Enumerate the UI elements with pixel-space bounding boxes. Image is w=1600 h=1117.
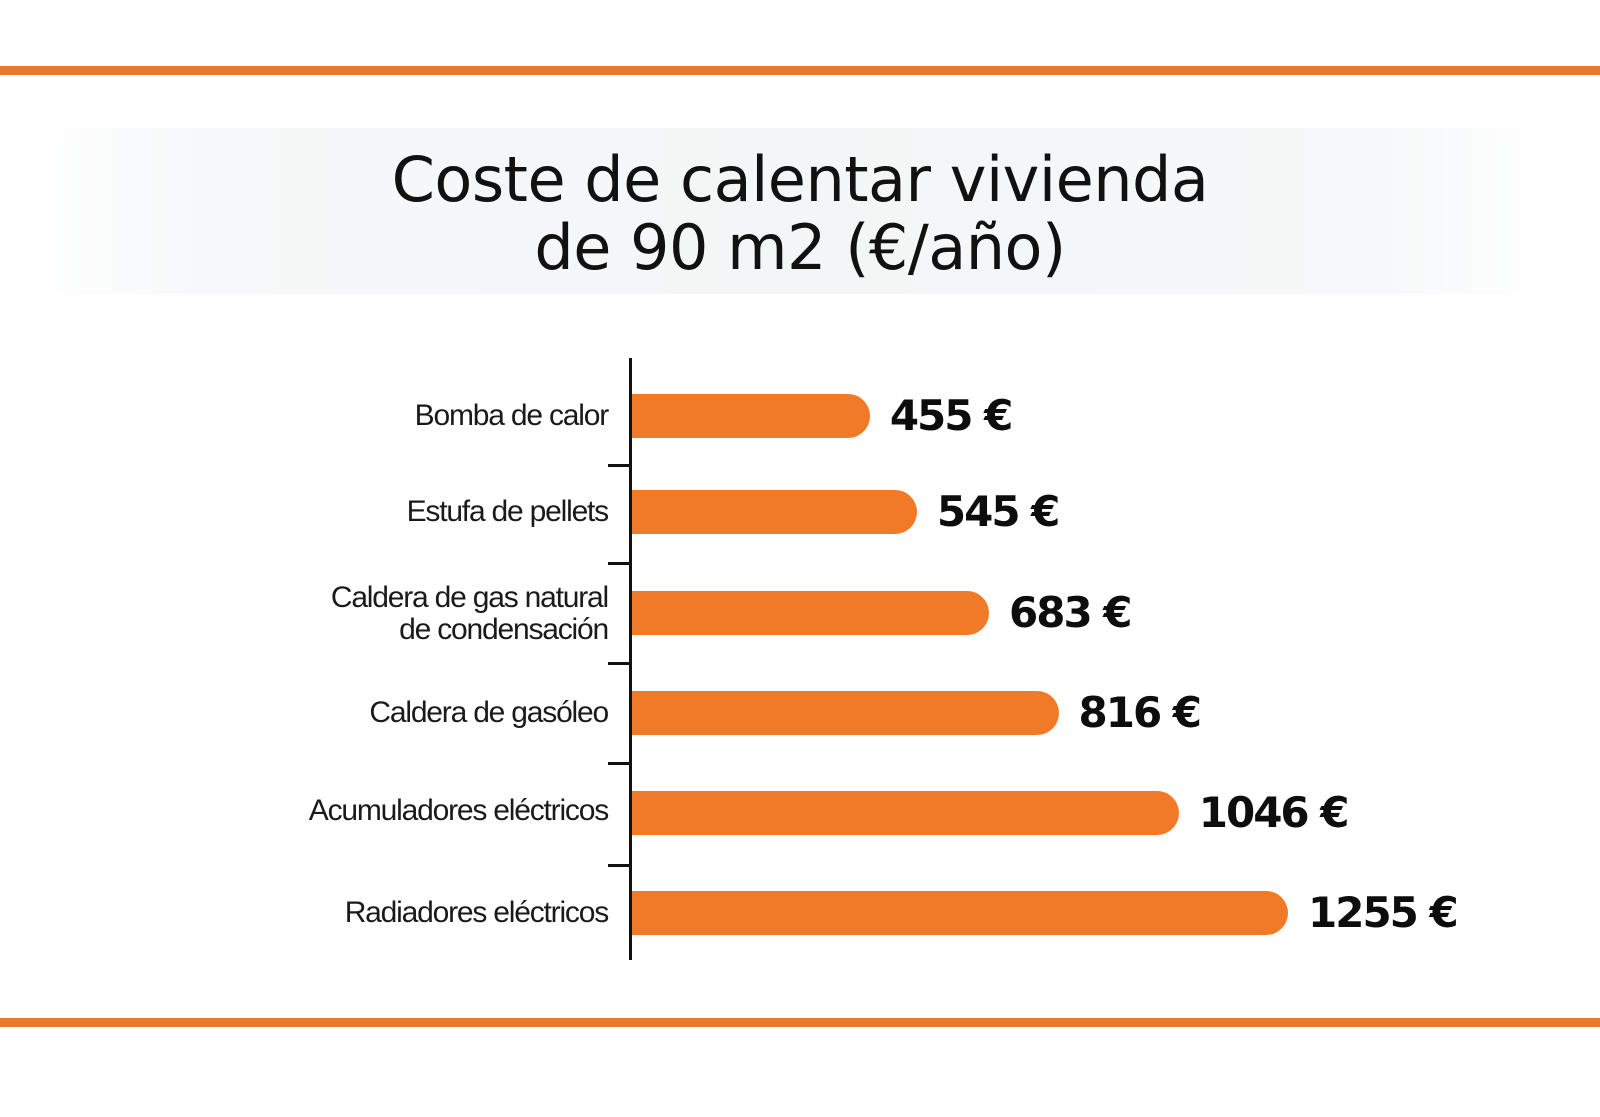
value-label: 1255 € xyxy=(1308,888,1459,937)
axis-tick xyxy=(608,562,631,565)
category-label: Estufa de pellets xyxy=(406,495,610,528)
bar-bomba-de-calor xyxy=(632,394,870,438)
chart-title-line-2: de 90 m2 (€/año) xyxy=(534,211,1066,284)
category-label: Caldera de gasóleo xyxy=(369,696,609,729)
axis-tick xyxy=(608,662,631,665)
chart-title-line-1: Coste de calentar vivienda xyxy=(391,143,1209,216)
bottom-accent-rule xyxy=(0,1018,1600,1027)
bar-radiadores-electricos xyxy=(632,891,1288,935)
axis-tick xyxy=(608,762,631,765)
axis-tick xyxy=(608,464,631,467)
category-label: Radiadores eléctricos xyxy=(344,896,609,929)
bar-caldera-gas-natural xyxy=(632,591,989,635)
bar-caldera-gasoleo xyxy=(632,691,1059,735)
title-band xyxy=(20,128,1560,294)
axis-tick xyxy=(608,864,631,867)
bar-estufa-de-pellets xyxy=(632,490,917,534)
value-label: 683 € xyxy=(1009,588,1133,637)
value-label: 545 € xyxy=(936,487,1061,536)
bar-acumuladores-electricos xyxy=(632,791,1179,835)
category-label: Acumuladores eléctricos xyxy=(308,794,609,827)
value-label: 455 € xyxy=(889,391,1014,440)
value-label: 816 € xyxy=(1078,688,1203,737)
chart-title: Coste de calentar vivienda de 90 m2 (€/a… xyxy=(0,146,1600,282)
category-label: Caldera de gas natural de condensación xyxy=(330,581,609,646)
top-accent-rule xyxy=(0,66,1600,75)
category-label: Bomba de calor xyxy=(414,399,610,432)
value-label: 1046 € xyxy=(1198,788,1350,837)
category-axis xyxy=(629,358,632,960)
